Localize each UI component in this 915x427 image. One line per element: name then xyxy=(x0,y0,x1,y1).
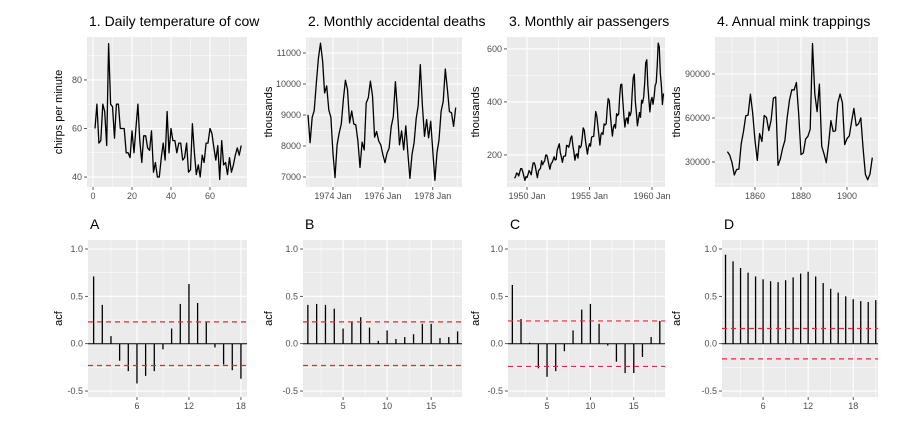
y-axis-label: acf xyxy=(671,310,683,326)
y-tick-label: -0.5 xyxy=(487,386,503,396)
y-tick-label: -0.5 xyxy=(67,386,83,396)
x-tick-label: 12 xyxy=(803,401,813,411)
x-tick-label: 1955 Jan xyxy=(571,191,608,201)
y-tick-label: 600 xyxy=(487,44,502,54)
y-tick-label: 11000 xyxy=(277,48,301,58)
panel-title: 2. Monthly accidental deaths xyxy=(308,13,485,29)
x-tick-label: 0 xyxy=(91,191,96,201)
y-tick-label: 0.0 xyxy=(490,339,503,349)
y-tick-label: 9000 xyxy=(281,110,301,120)
x-tick-label: 20 xyxy=(127,191,137,201)
plot-background xyxy=(507,37,665,187)
series-line xyxy=(307,42,457,181)
y-tick-label: 7000 xyxy=(281,172,301,182)
x-tick-label: 1880 xyxy=(791,191,811,201)
panel-title: D xyxy=(724,216,734,232)
x-tick-label: 10 xyxy=(585,401,595,411)
plot-background xyxy=(508,240,665,397)
panel-1: 0 20 40 60 40 60 80 1. Daily temperature of cow… xyxy=(53,13,260,201)
y-axis-label: acf xyxy=(263,310,275,326)
y-tick-label: 0.0 xyxy=(704,339,717,349)
x-tick-label: 1974 Jan xyxy=(314,191,351,201)
y-tick-label: 40 xyxy=(72,172,82,182)
x-tick-label: 5 xyxy=(341,401,346,411)
plot-background xyxy=(303,240,462,397)
series-line xyxy=(726,42,873,181)
y-axis-label: acf xyxy=(470,310,482,326)
y-tick-label: 0.5 xyxy=(490,291,503,301)
panel-title: 3. Monthly air passengers xyxy=(509,13,669,29)
y-tick-label: 0.5 xyxy=(70,291,83,301)
panel-title: A xyxy=(90,216,100,232)
x-tick-label: 10 xyxy=(382,401,392,411)
y-tick-label: 0.5 xyxy=(704,291,717,301)
x-tick-label: 1978 Jan xyxy=(414,191,451,201)
panel-4: 1860 1880 1900 30000 60000 90000 4. Annual min… xyxy=(671,13,878,201)
y-tick-label: 60 xyxy=(72,124,82,134)
x-tick-label: 12 xyxy=(184,401,194,411)
series-line xyxy=(94,42,242,181)
panel-title: B xyxy=(305,216,314,232)
panel-title: 1. Daily temperature of cow xyxy=(89,13,260,29)
y-axis-label: acf xyxy=(53,310,65,326)
y-axis-label: thousands xyxy=(671,86,683,137)
y-tick-label: 1.0 xyxy=(704,244,717,254)
series-line xyxy=(513,42,665,182)
y-tick-label: 1.0 xyxy=(490,244,503,254)
x-tick-label: 6 xyxy=(134,401,139,411)
y-axis-label: thousands xyxy=(470,86,482,137)
x-tick-label: 6 xyxy=(761,401,766,411)
y-tick-label: 80 xyxy=(72,75,82,85)
y-tick-label: 0.0 xyxy=(285,339,298,349)
y-tick-label: 1.0 xyxy=(70,244,83,254)
x-tick-label: 1950 Jan xyxy=(508,191,545,201)
x-tick-label: 5 xyxy=(545,401,550,411)
y-tick-label: 60000 xyxy=(685,113,710,123)
y-tick-label: 90000 xyxy=(685,69,710,79)
x-tick-label: 15 xyxy=(629,401,639,411)
y-tick-label: 400 xyxy=(487,97,502,107)
y-tick-label: 0.5 xyxy=(285,291,298,301)
y-axis-label: chirps per minute xyxy=(53,70,65,154)
y-tick-label: 10000 xyxy=(276,79,301,89)
x-tick-label: 18 xyxy=(848,401,858,411)
y-tick-label: 0.0 xyxy=(70,339,83,349)
x-tick-label: 18 xyxy=(236,401,246,411)
y-tick-label: -0.5 xyxy=(701,386,717,396)
panel-3: 1950 Jan 1955 Jan 1960 Jan 200 400 600 3. Mont… xyxy=(470,13,671,201)
x-tick-label: 60 xyxy=(205,191,215,201)
y-tick-label: 8000 xyxy=(281,141,301,151)
panel-title: C xyxy=(510,216,520,232)
panel-title: 4. Annual mink trappings xyxy=(717,13,870,29)
y-axis-label: thousands xyxy=(263,86,275,137)
y-tick-label: 30000 xyxy=(685,157,710,167)
panel-2: 1974 Jan 1976 Jan 1978 Jan 7000 8000 9000 1000… xyxy=(263,13,485,201)
x-tick-label: 1900 xyxy=(837,191,857,201)
y-tick-label: -0.5 xyxy=(282,386,298,396)
x-tick-label: 1976 Jan xyxy=(364,191,401,201)
plot-background xyxy=(88,240,247,397)
y-tick-label: 1.0 xyxy=(285,244,298,254)
x-tick-label: 15 xyxy=(426,401,436,411)
x-tick-label: 1860 xyxy=(745,191,765,201)
x-tick-label: 40 xyxy=(166,191,176,201)
y-tick-label: 200 xyxy=(487,150,502,160)
x-tick-label: 1960 Jan xyxy=(633,191,670,201)
